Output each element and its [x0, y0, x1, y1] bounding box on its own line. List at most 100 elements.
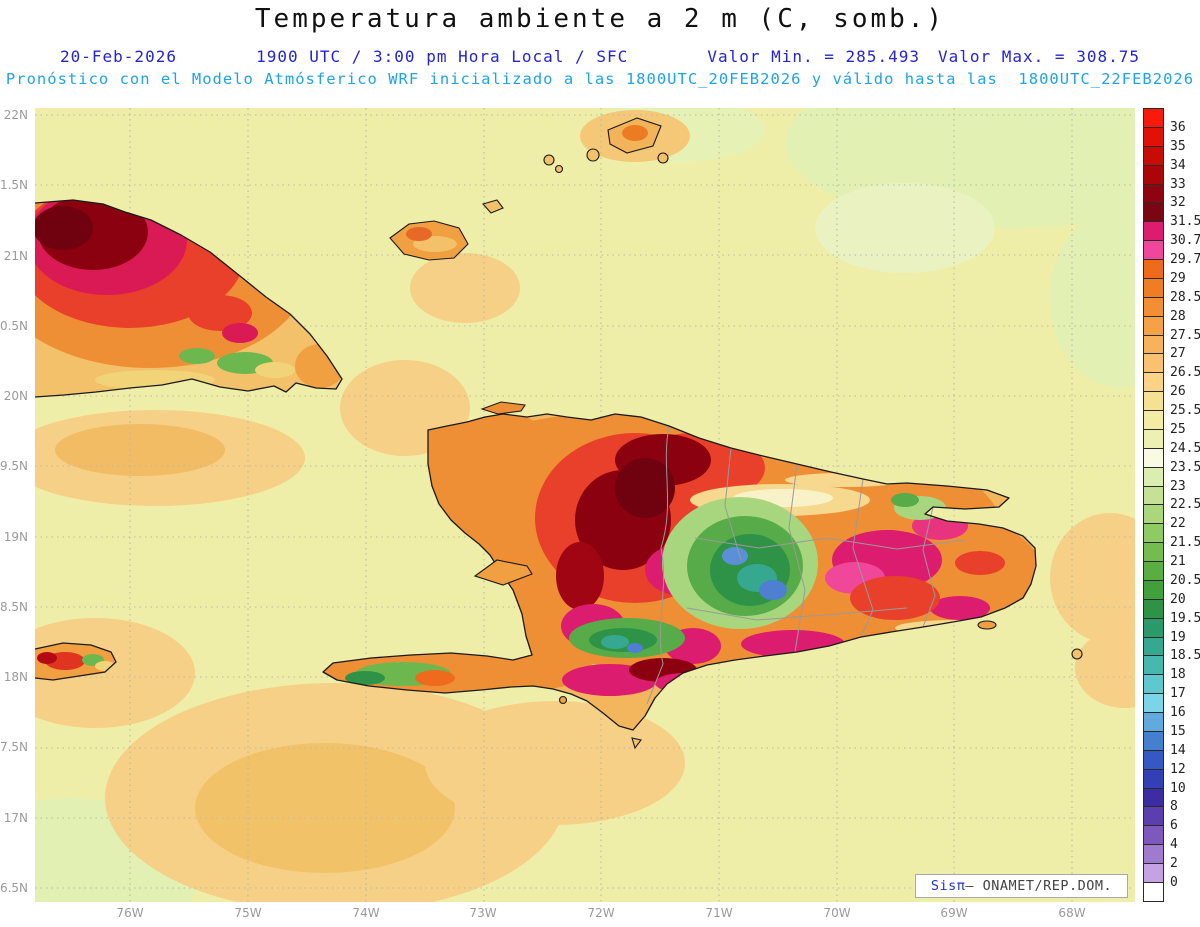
colorbar-cell: 6 — [1143, 806, 1178, 833]
colorbar-cell: 29.7 — [1143, 240, 1200, 267]
colorbar-tick-label: 2 — [1170, 856, 1178, 871]
colorbar-tick-label: 14 — [1170, 742, 1186, 758]
colorbar-cell: 35 — [1143, 126, 1186, 154]
colorbar-tick-label: 12 — [1170, 761, 1186, 777]
valid-date: 20-Feb-2026 — [60, 47, 177, 66]
colorbar-cell: 33 — [1143, 164, 1186, 192]
colorbar-tick-label: 22 — [1170, 516, 1186, 532]
gonave-island — [473, 559, 533, 586]
saona-island — [977, 620, 997, 630]
colorbar-tick-label: 30.7 — [1170, 233, 1200, 249]
lon-tick-label: 74W — [352, 906, 380, 920]
colorbar-cell: 27.5 — [1143, 315, 1200, 343]
colorbar-tick-label: 29 — [1170, 270, 1186, 286]
lon-tick-label: 72W — [587, 906, 615, 920]
colorbar-cell: 21.5 — [1143, 523, 1200, 550]
colorbar-tick-label: 17 — [1170, 686, 1186, 702]
tortue-island — [480, 401, 526, 415]
lon-tick-label: 70W — [823, 906, 851, 920]
lat-tick-label: 21N — [3, 249, 28, 263]
lat-tick-label: 8.5N — [0, 600, 28, 614]
colorbar-tick-label: 0 — [1170, 874, 1178, 890]
colorbar-tick-label: 32 — [1170, 195, 1186, 211]
colorbar-tick-label: 16 — [1170, 705, 1186, 720]
colorbar-cell: 2 — [1143, 844, 1178, 871]
colorbar-cell: 36 — [1143, 108, 1186, 135]
lat-tick-label: 1.5N — [0, 178, 28, 192]
lon-tick-label: 76W — [116, 906, 144, 920]
colorbar-tick-label: 19 — [1170, 629, 1186, 645]
lon-tick-label: 68W — [1058, 906, 1086, 920]
valid-time: 1900 UTC / 3:00 pm Hora Local / SFC — [256, 47, 629, 66]
colorbar-cell: 25.5 — [1143, 391, 1200, 418]
colorbar-cell: 12 — [1143, 749, 1186, 777]
sispi-logo: Sisπ — [930, 878, 966, 894]
colorbar-tick-label: 35 — [1170, 138, 1186, 154]
colorbar-tick-label: 36 — [1170, 119, 1186, 135]
colorbar-tick-label: 4 — [1170, 837, 1178, 853]
colorbar-cell: 28.5 — [1143, 277, 1200, 305]
colorbar-cell: 20 — [1143, 579, 1186, 607]
lon-tick-label: 71W — [705, 906, 733, 920]
colorbar-cell: 25 — [1143, 410, 1186, 437]
valor-min: Valor Min. = 285.493 — [707, 47, 920, 66]
forecast-model-line: Pronóstico con el Modelo Atmósferico WRF… — [5, 70, 1195, 88]
colorbar-tick-label: 18 — [1170, 667, 1186, 683]
colorbar-cell: 22 — [1143, 504, 1186, 531]
jamaica-landmass — [35, 642, 117, 681]
lat-tick-label: 18N — [3, 670, 28, 684]
colorbar-tick-label: 26.5 — [1170, 365, 1200, 381]
colorbar-cell: 26 — [1143, 372, 1186, 399]
colorbar-cell: 19.5 — [1143, 598, 1200, 626]
colorbar-cell — [1143, 881, 1164, 902]
colorbar-cell: 4 — [1143, 825, 1178, 852]
colorbar-tick-label: 21.5 — [1170, 535, 1200, 551]
page-title: Temperatura ambiente a 2 m (C, somb.) — [254, 4, 946, 34]
little-inagua-island — [482, 199, 504, 214]
colorbar-tick-label: 23 — [1170, 478, 1186, 494]
colorbar-cell: 31.5 — [1143, 202, 1200, 229]
colorbar-cell: 23.5 — [1143, 447, 1200, 475]
colorbar-tick-label: 26 — [1170, 384, 1186, 400]
lat-tick-label: 17N — [3, 811, 28, 825]
colorbar-cell: 19 — [1143, 617, 1186, 645]
colorbar-tick-label: 27 — [1170, 346, 1186, 362]
colorbar-tick-label: 6 — [1170, 818, 1178, 834]
colorbar-cell: 18 — [1143, 655, 1186, 682]
lat-tick-label: 22N — [3, 108, 28, 122]
colorbar-tick-label: 23.5 — [1170, 459, 1200, 475]
colorbar-cell: 26.5 — [1143, 353, 1200, 380]
colorbar-cell: 8 — [1143, 787, 1178, 814]
lat-tick-label: 6.5N — [0, 881, 28, 895]
colorbar-cell: 24.5 — [1143, 428, 1200, 456]
sea-warm-patches — [35, 110, 1135, 902]
province-borders — [646, 425, 966, 705]
colorbar-tick-label: 20 — [1170, 591, 1186, 607]
mona-island — [1071, 648, 1083, 660]
colorbar-cell: 32 — [1143, 183, 1186, 210]
colorbar-cell: 21 — [1143, 542, 1186, 569]
lon-axis: 76W 75W 74W 73W 72W 71W 70W 69W 68W — [35, 906, 1135, 924]
colorbar-cell: 22.5 — [1143, 485, 1200, 512]
header-line-blue: 20-Feb-2026 1900 UTC / 3:00 pm Hora Loca… — [60, 47, 1140, 66]
colorbar-cell: 18.5 — [1143, 636, 1200, 663]
colorbar-tick-label: 8 — [1170, 799, 1178, 815]
colorbar-cell: 16 — [1143, 693, 1186, 720]
small-islands — [389, 117, 1083, 750]
lat-axis: 22N 1.5N 21N 0.5N 20N 9.5N 19N 8.5N 18N 7.5N 17N 6.… — [0, 108, 31, 902]
colorbar-cell: 15 — [1143, 712, 1186, 739]
colorbar-tick-label: 18.5 — [1170, 648, 1200, 664]
ile-a-vache-island — [558, 695, 568, 705]
lon-tick-label: 73W — [469, 906, 497, 920]
colorbar-tick-label: 29.7 — [1170, 252, 1200, 267]
minmax-values: Valor Min. = 285.493 Valor Max. = 308.75 — [707, 47, 1140, 66]
colorbar-tick-label: 25 — [1170, 421, 1186, 437]
colorbar-tick-label: 28 — [1170, 308, 1186, 324]
valor-max: Valor Max. = 308.75 — [937, 47, 1140, 66]
colorbar-cell: 27 — [1143, 334, 1186, 361]
lon-tick-label: 75W — [234, 906, 262, 920]
colorbar-tick-label: 27.5 — [1170, 327, 1200, 343]
lat-tick-label: 9.5N — [0, 459, 28, 473]
colorbar-tick-label: 28.5 — [1170, 289, 1200, 305]
colorbar-cell: 34 — [1143, 145, 1186, 173]
